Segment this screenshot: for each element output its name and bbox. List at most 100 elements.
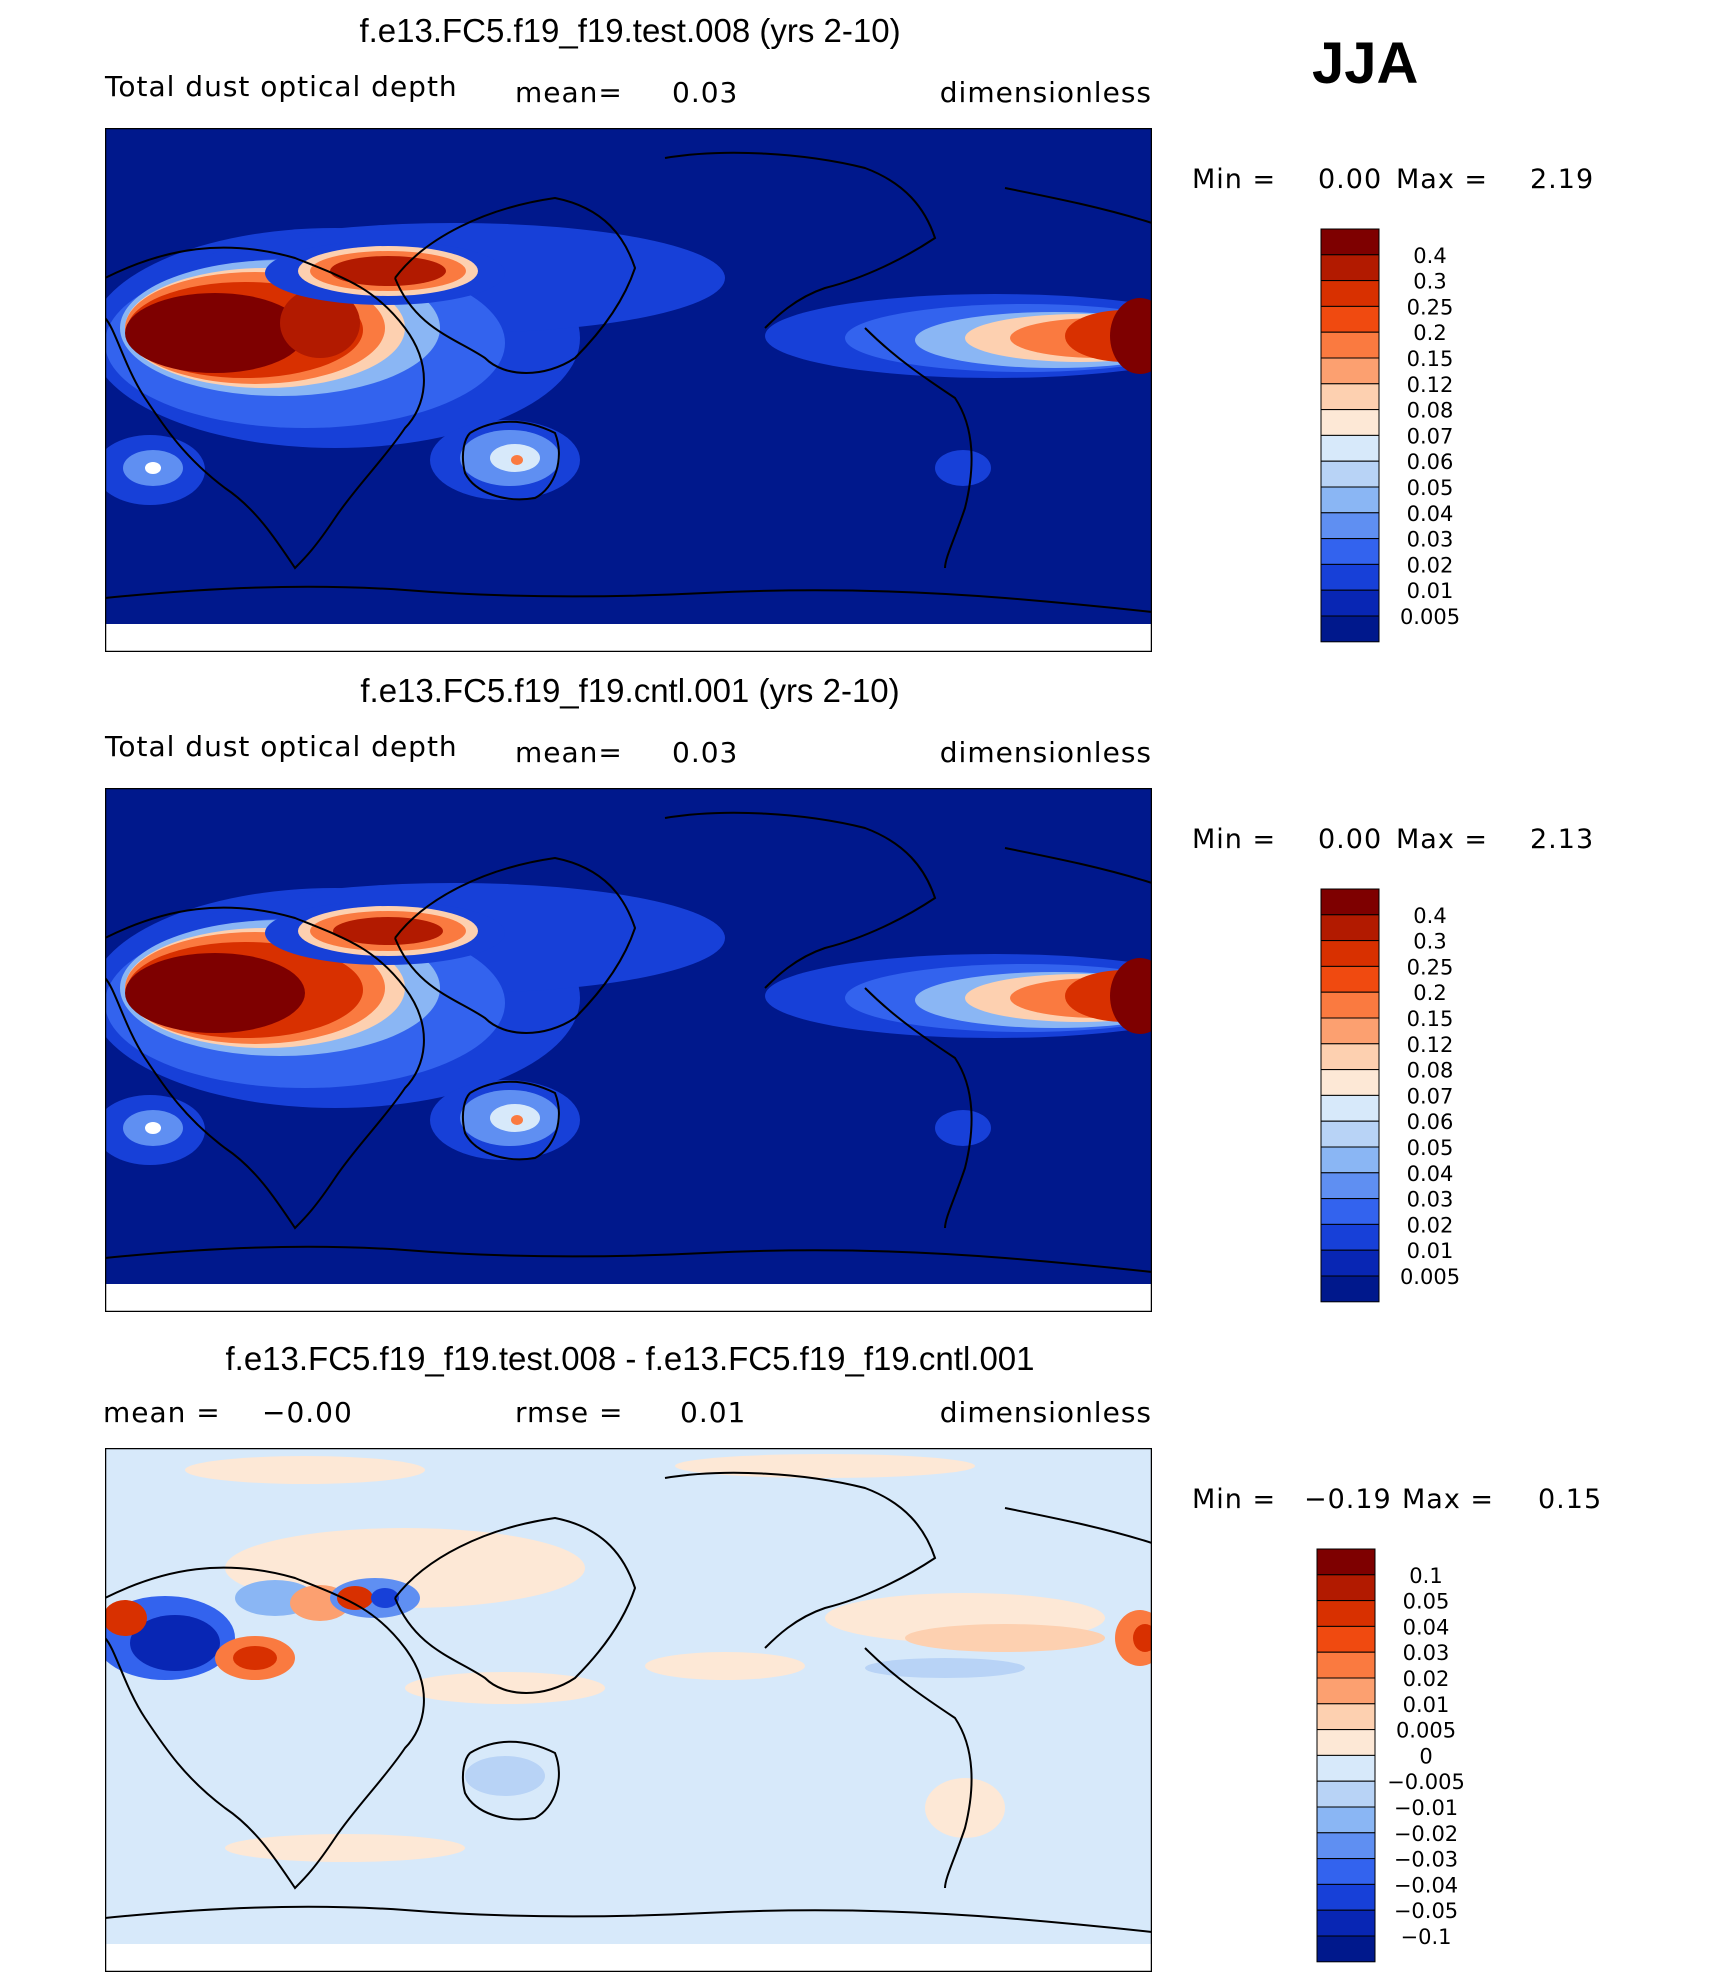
colorbar-swatch xyxy=(1320,1146,1380,1174)
panel-2-min-value: 0.00 xyxy=(1318,824,1383,855)
colorbar-swatch xyxy=(1320,991,1380,1019)
panel-2-variable: Total dust optical depth xyxy=(105,730,458,763)
colorbar-swatch xyxy=(1320,331,1380,359)
missing-data-band xyxy=(105,624,1152,652)
colorbar-swatch xyxy=(1320,1043,1380,1071)
colorbar-swatch xyxy=(1320,383,1380,411)
colorbar-level-label: 0.03 xyxy=(1403,1641,1450,1665)
colorbar-swatch xyxy=(1320,1017,1380,1045)
panel-1-variable: Total dust optical depth xyxy=(105,70,458,103)
colorbar-swatch xyxy=(1316,1703,1376,1731)
panel-3-mean-value: −0.00 xyxy=(262,1396,353,1429)
colorbar-level-label: −0.03 xyxy=(1394,1848,1458,1872)
colorbar-swatch xyxy=(1316,1651,1376,1679)
panel-2-max-value: 2.13 xyxy=(1530,824,1595,855)
panel-2-colorbar: 0.4 0.3 0.25 0.2 0.15 0.12 0.08 0.07 0.06 0.05 0.0… xyxy=(1320,888,1490,1308)
panel-1-min-value: 0.00 xyxy=(1318,164,1383,195)
colorbar-level-label: 0.02 xyxy=(1407,1213,1454,1237)
colorbar-swatch xyxy=(1320,538,1380,565)
panel-2-mean-value: 0.03 xyxy=(672,736,739,769)
colorbar-swatch xyxy=(1320,486,1380,514)
colorbar-swatch xyxy=(1320,888,1380,916)
colorbar-level-label: 0.06 xyxy=(1407,450,1454,474)
colorbar-swatch xyxy=(1316,1780,1376,1808)
coastlines xyxy=(105,811,1152,1273)
colorbar-level-label: 0.25 xyxy=(1407,955,1454,979)
colorbar-level-label: −0.02 xyxy=(1394,1822,1458,1846)
colorbar-swatch xyxy=(1320,228,1380,256)
colorbar-level-label: 0.07 xyxy=(1407,1084,1454,1108)
panel-1-mean-label: mean= xyxy=(515,76,623,109)
colorbar-level-label: 0.3 xyxy=(1413,270,1446,294)
dust-contours xyxy=(105,223,1152,505)
colorbar-level-label: 0.03 xyxy=(1407,528,1454,552)
colorbar-level-label: 0.12 xyxy=(1407,373,1454,397)
colorbar-level-label: 0.3 xyxy=(1413,930,1446,954)
panel-3-map xyxy=(105,1448,1152,1972)
colorbar-level-label: −0.04 xyxy=(1394,1873,1458,1897)
colorbar-swatch xyxy=(1320,1172,1380,1200)
colorbar-level-label: 0.01 xyxy=(1403,1693,1450,1717)
panel-3-rmse-value: 0.01 xyxy=(680,1396,747,1429)
panel-2-units: dimensionless xyxy=(939,736,1152,769)
colorbar-swatch xyxy=(1320,254,1380,282)
colorbar-level-label: −0.05 xyxy=(1394,1899,1458,1923)
colorbar-swatch xyxy=(1320,1223,1380,1251)
panel-1-map xyxy=(105,128,1152,652)
colorbar-level-label: 0.01 xyxy=(1407,579,1454,603)
panel-3-mean-label: mean = xyxy=(103,1396,221,1429)
map-frame xyxy=(105,1448,1152,1972)
colorbar-swatch xyxy=(1316,1625,1376,1653)
panel-1-max-value: 2.19 xyxy=(1530,164,1595,195)
colorbar-level-label: 0.12 xyxy=(1407,1033,1454,1057)
colorbar-level-label: 0.04 xyxy=(1403,1615,1450,1639)
panel-2-max-label: Max = xyxy=(1396,824,1489,855)
colorbar-level-label: 0.05 xyxy=(1407,476,1454,500)
colorbar-level-label: 0.01 xyxy=(1407,1239,1454,1263)
colorbar-level-label: −0.01 xyxy=(1394,1796,1458,1820)
map-frame xyxy=(105,788,1152,1312)
panel-2-title: f.e13.FC5.f19_f19.cntl.001 (yrs 2-10) xyxy=(360,672,900,709)
panel-3-rmse-label: rmse = xyxy=(515,1396,624,1429)
colorbar-level-label: 0.1 xyxy=(1409,1564,1442,1588)
colorbar-swatch xyxy=(1320,460,1380,488)
colorbar-swatch xyxy=(1320,512,1380,540)
colorbar-swatch xyxy=(1320,280,1380,307)
difference-contours xyxy=(105,1454,1152,1862)
colorbar-swatch xyxy=(1320,434,1380,462)
colorbar-level-label: 0 xyxy=(1419,1744,1432,1768)
colorbar-level-label: 0.4 xyxy=(1413,244,1446,268)
panel-1-max-label: Max = xyxy=(1396,164,1489,195)
colorbar-swatch xyxy=(1316,1858,1376,1885)
colorbar-svg: 0.10.050.040.030.020.010.0050−0.005−0.01… xyxy=(1316,1548,1465,1963)
colorbar-swatch xyxy=(1316,1832,1376,1860)
colorbar-swatch xyxy=(1320,409,1380,436)
colorbar-level-label: 0.03 xyxy=(1407,1188,1454,1212)
coastlines xyxy=(105,1471,1152,1933)
panel-1-min-label: Min = xyxy=(1192,164,1277,195)
coastlines xyxy=(105,151,1152,613)
colorbar-level-label: 0.005 xyxy=(1400,1265,1460,1289)
dust-contours xyxy=(105,883,1152,1165)
panel-1-colorbar: 0.4 0.3 0.25 0.2 0.15 0.12 0.08 0.07 0.06 0.05 0.0… xyxy=(1320,228,1490,648)
colorbar-swatch xyxy=(1320,1275,1380,1303)
colorbar-swatch xyxy=(1316,1574,1376,1602)
colorbar-swatch xyxy=(1316,1909,1376,1937)
panel-1-title: f.e13.FC5.f19_f19.test.008 (yrs 2-10) xyxy=(359,12,901,49)
colorbar-level-label: 0.05 xyxy=(1403,1590,1450,1614)
colorbar-level-label: 0.4 xyxy=(1413,904,1446,928)
missing-data-band xyxy=(105,1284,1152,1312)
colorbar-level-label: 0.2 xyxy=(1413,321,1446,345)
panel-3-title: f.e13.FC5.f19_f19.test.008 - f.e13.FC5.f… xyxy=(225,1340,1035,1377)
colorbar-swatch xyxy=(1316,1729,1376,1756)
panel-1-units: dimensionless xyxy=(939,76,1152,109)
panel-3-min-label: Min = xyxy=(1192,1484,1277,1515)
colorbar-swatch xyxy=(1320,1094,1380,1122)
colorbar-svg: 0.40.30.250.20.150.120.080.070.060.050.0… xyxy=(1320,228,1460,643)
colorbar-swatch xyxy=(1320,940,1380,967)
panel-2-map xyxy=(105,788,1152,1312)
colorbar-swatch xyxy=(1316,1935,1376,1963)
colorbar-swatch xyxy=(1320,1120,1380,1148)
colorbar-level-label: 0.005 xyxy=(1396,1719,1456,1743)
colorbar-level-label: 0.15 xyxy=(1407,1007,1454,1031)
